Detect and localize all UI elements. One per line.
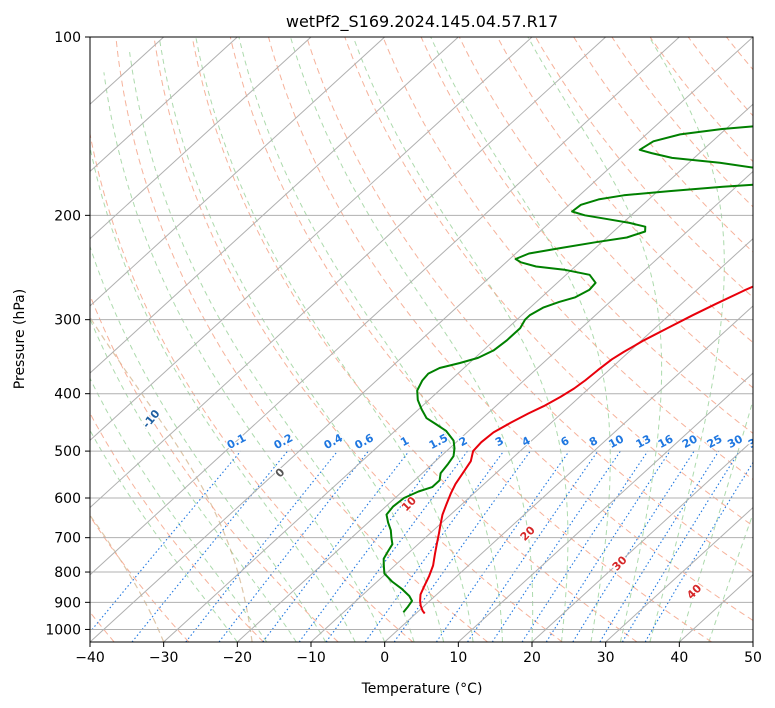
isotherm-line	[605, 506, 753, 642]
mixing-ratio-line	[90, 450, 242, 633]
mixing-ratio-line	[572, 450, 695, 642]
mixing-ratio-label: 36	[746, 432, 766, 451]
isotherm-line	[90, 37, 680, 576]
y-tick-label: 900	[54, 595, 81, 611]
x-tick-label: 20	[523, 650, 541, 666]
isotherm-line	[163, 103, 753, 642]
y-axis-title: Pressure (hPa)	[12, 289, 28, 389]
y-axis-ticks: 1000 900 800 700 600 500 400 300 200 100	[45, 30, 90, 638]
isotherm-line	[457, 372, 753, 642]
y-tick-label: 800	[54, 565, 81, 581]
isotherm-line	[90, 37, 238, 173]
moist-adiabat-line	[195, 37, 474, 642]
dry-adiabat-line	[306, 37, 753, 574]
x-tick-label: 0	[380, 650, 389, 666]
x-axis-ticks: −40 −30 −20 −10 0 10 20 30 40 50	[75, 642, 762, 666]
moist-adiabats	[90, 37, 753, 642]
dry-adiabat-line	[90, 131, 414, 642]
temperature-line	[419, 285, 753, 615]
isotherm-line	[531, 439, 753, 642]
isotherms	[90, 37, 753, 642]
moist-adiabat-line	[648, 37, 725, 642]
mixing-ratio-line	[467, 450, 599, 642]
isotherm-line	[90, 37, 533, 442]
y-tick-label: 700	[54, 531, 81, 547]
isotherm-line	[90, 37, 459, 374]
moist-adiabat-line	[430, 37, 611, 642]
dry-adiabat-line	[153, 37, 563, 642]
isotherm-line	[90, 37, 753, 642]
x-tick-label: −10	[296, 650, 326, 666]
isotherm-line	[90, 37, 312, 240]
moist-adiabat-line	[158, 37, 445, 642]
mixing-ratio-line	[393, 450, 531, 642]
isotherm-line	[310, 237, 753, 642]
y-tick-label: 1000	[45, 622, 81, 638]
moist-adiabat-line	[290, 37, 534, 642]
x-tick-label: −30	[149, 650, 179, 666]
x-tick-label: 40	[670, 650, 688, 666]
dry-adiabat-line	[115, 37, 488, 642]
x-tick-label: 30	[597, 650, 615, 666]
mixing-ratio-line	[185, 450, 339, 642]
dry-adiabat-line	[90, 293, 339, 642]
dewpoint-line	[382, 125, 753, 613]
x-tick-label: 10	[449, 650, 467, 666]
dry-adiabat-line	[382, 37, 753, 481]
moist-adiabat-line	[90, 317, 297, 642]
y-tick-label: 100	[54, 30, 81, 46]
theta-e-lines	[90, 316, 253, 642]
mixing-ratio-line	[131, 450, 289, 642]
isotherm-line	[236, 170, 753, 642]
dry-adiabat-line	[268, 37, 753, 622]
dry-adiabat-line	[191, 37, 638, 642]
mixing-ratio-line	[599, 450, 720, 642]
pressure-gridlines	[90, 37, 753, 630]
dry-adiabat-line	[229, 37, 712, 642]
isotherm-line	[384, 305, 753, 642]
isotherm-line	[90, 37, 607, 509]
chart-title: wetPf2_S169.2024.145.04.57.R17	[286, 12, 558, 32]
mixing-ratio-line	[218, 450, 369, 642]
dry-adiabat-line	[649, 37, 753, 163]
plot-frame	[89, 36, 754, 643]
theta-e-line	[90, 316, 253, 642]
moist-adiabat-line	[90, 377, 268, 642]
moist-adiabat-line	[103, 72, 386, 642]
moist-adiabat-line	[238, 37, 503, 642]
y-tick-label: 400	[54, 387, 81, 403]
moist-adiabat-line	[352, 37, 569, 642]
mixing-ratio-label: 10	[606, 432, 626, 451]
y-tick-label: 300	[54, 313, 81, 329]
isotherm-line	[90, 37, 386, 307]
x-tick-label: −40	[75, 650, 105, 666]
y-tick-label: 600	[54, 491, 81, 507]
dry-adiabat-line	[344, 37, 753, 527]
mixing-ratio-line	[545, 450, 671, 642]
x-tick-label: −20	[223, 650, 253, 666]
moist-adiabat-line	[90, 429, 238, 642]
mixing-ratio-line	[644, 461, 753, 642]
y-tick-label: 500	[54, 444, 81, 460]
y-tick-label: 200	[54, 208, 81, 224]
dry-adiabats	[90, 37, 753, 642]
dry-adiabat-line	[496, 37, 753, 344]
moist-adiabat-line	[527, 37, 663, 642]
moist-adiabat-line	[129, 52, 415, 642]
mixing-ratio-line	[364, 450, 505, 642]
x-tick-label: 50	[744, 650, 762, 666]
dry-adiabat-line	[420, 37, 753, 434]
mixing-ratio-line	[262, 450, 410, 642]
background-lines: -100-90-80-70-60-50-40-30-20-10010203040…	[90, 37, 766, 642]
dry-adiabat-line	[458, 37, 753, 389]
moist-adiabat-line	[90, 245, 327, 642]
dry-adiabat-line	[573, 37, 753, 253]
dry-adiabat-line	[90, 412, 264, 642]
x-axis-title: Temperature (°C)	[361, 681, 483, 697]
sounding-series	[382, 125, 753, 615]
